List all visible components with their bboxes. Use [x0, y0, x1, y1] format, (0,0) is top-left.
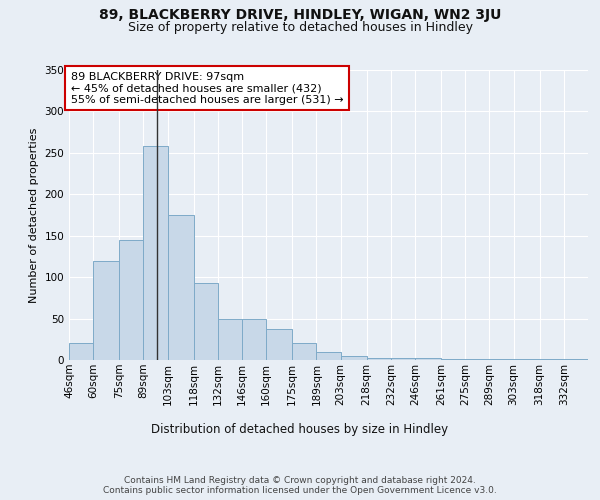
- Bar: [514, 359, 539, 360]
- Bar: [292, 344, 316, 360]
- Bar: [167, 215, 194, 360]
- Bar: [367, 358, 391, 360]
- Bar: [143, 146, 167, 360]
- Bar: [69, 344, 93, 360]
- Bar: [93, 260, 119, 360]
- Bar: [119, 240, 143, 360]
- Bar: [341, 356, 367, 360]
- Text: Size of property relative to detached houses in Hindley: Size of property relative to detached ho…: [128, 21, 473, 34]
- Bar: [266, 328, 292, 360]
- Bar: [194, 283, 218, 360]
- Bar: [415, 358, 441, 360]
- Text: Distribution of detached houses by size in Hindley: Distribution of detached houses by size …: [151, 422, 449, 436]
- Bar: [391, 358, 415, 360]
- Bar: [218, 318, 242, 360]
- Text: 89, BLACKBERRY DRIVE, HINDLEY, WIGAN, WN2 3JU: 89, BLACKBERRY DRIVE, HINDLEY, WIGAN, WN…: [99, 8, 501, 22]
- Bar: [441, 359, 465, 360]
- Bar: [242, 318, 266, 360]
- Text: Contains HM Land Registry data © Crown copyright and database right 2024.
Contai: Contains HM Land Registry data © Crown c…: [103, 476, 497, 495]
- Text: 89 BLACKBERRY DRIVE: 97sqm
← 45% of detached houses are smaller (432)
55% of sem: 89 BLACKBERRY DRIVE: 97sqm ← 45% of deta…: [71, 72, 343, 105]
- Bar: [465, 359, 490, 360]
- Bar: [316, 352, 341, 360]
- Bar: [564, 359, 588, 360]
- Y-axis label: Number of detached properties: Number of detached properties: [29, 128, 39, 302]
- Bar: [490, 359, 514, 360]
- Bar: [539, 359, 564, 360]
